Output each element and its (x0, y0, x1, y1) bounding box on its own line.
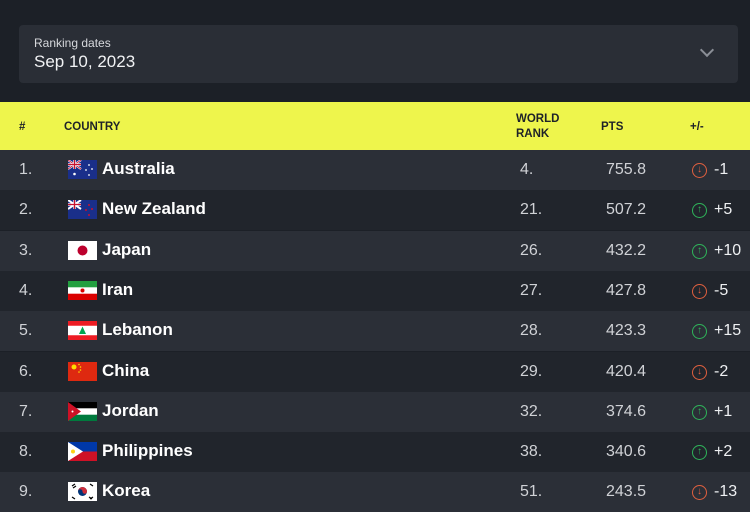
points: 427.8 (606, 281, 647, 299)
rank-change: -5 (714, 281, 729, 299)
header-country: COUNTRY (64, 121, 121, 133)
rank-change: +5 (714, 201, 733, 219)
header-change: +/- (690, 121, 704, 133)
arrow-up-circle-icon: ↑ (692, 243, 707, 259)
points: 374.6 (606, 402, 647, 420)
world-rank: 29. (520, 362, 543, 380)
flag-icon (68, 442, 97, 462)
position: 7. (19, 402, 33, 420)
points: 755.8 (606, 161, 647, 178)
flag-icon (67, 159, 97, 179)
rank-change: +15 (714, 322, 742, 340)
country-name[interactable]: Philippines (102, 441, 193, 461)
position: 2. (19, 201, 33, 219)
flag-icon (68, 280, 97, 300)
arrow-up-circle-icon: ↑ (692, 404, 707, 420)
flag-icon (68, 361, 97, 381)
flag-icon (68, 321, 97, 341)
world-rank: 26. (520, 241, 543, 259)
country-name[interactable]: Korea (102, 481, 151, 501)
table-row[interactable]: 1. Australia 4. 755.8 ↓ -1 (0, 150, 750, 190)
rank-change: +2 (714, 443, 733, 461)
rank-change: +10 (714, 241, 742, 259)
position: 6. (19, 362, 33, 380)
arrow-up-circle-icon: ↑ (692, 203, 707, 219)
points: 507.2 (606, 201, 647, 219)
country-name[interactable]: Iran (102, 279, 134, 299)
country-name[interactable]: Jordan (102, 400, 159, 420)
rank-change: +1 (714, 402, 733, 420)
arrow-down-circle-icon: ↓ (692, 283, 707, 299)
world-rank: 21. (520, 201, 543, 219)
world-rank: 4. (520, 161, 534, 178)
table-row[interactable]: 2. New Zealand 21. 507.2 ↑ +5 (0, 190, 750, 231)
rank-change: -13 (714, 483, 738, 501)
world-rank: 51. (520, 483, 543, 501)
ranking-date-dropdown[interactable]: Ranking dates Sep 10, 2023 (19, 25, 738, 83)
points: 423.3 (606, 322, 647, 340)
position: 3. (19, 241, 33, 259)
table-row[interactable]: 6. China 29. 420.4 ↓ -2 (0, 351, 750, 392)
table-row[interactable]: 9. Korea 51. 243.5 ↓ -13 (0, 472, 750, 512)
header-pts: PTS (601, 121, 624, 133)
table-row[interactable]: 8. Philippines 38. 340.6 ↑ +2 (0, 432, 750, 473)
rank-change: -2 (714, 362, 729, 380)
table-row[interactable]: 7. Jordan 32. 374.6 ↑ +1 (0, 391, 750, 432)
arrow-up-circle-icon: ↑ (692, 445, 707, 461)
dropdown-label: Ranking dates (34, 36, 111, 50)
country-name[interactable]: Japan (102, 239, 152, 259)
country-name[interactable]: New Zealand (102, 199, 206, 219)
position: 1. (19, 161, 33, 178)
position: 4. (19, 281, 33, 299)
world-rank: 38. (520, 443, 543, 461)
table-row[interactable]: 3. Japan 26. 432.2 ↑ +10 (0, 230, 750, 271)
dropdown-value: Sep 10, 2023 (34, 52, 136, 71)
table-row[interactable]: 4. Iran 27. 427.8 ↓ -5 (0, 270, 750, 311)
arrow-down-circle-icon: ↓ (692, 163, 707, 178)
arrow-down-circle-icon: ↓ (692, 485, 707, 501)
header-rank: # (19, 121, 26, 133)
country-name[interactable]: China (102, 360, 150, 380)
country-name[interactable]: Lebanon (102, 320, 173, 340)
position: 9. (19, 483, 33, 501)
table-row[interactable]: 5. Lebanon 28. 423.3 ↑ +15 (0, 311, 750, 352)
points: 432.2 (606, 241, 647, 259)
arrow-up-circle-icon: ↑ (692, 324, 707, 340)
flag-icon (67, 199, 97, 220)
flag-icon (68, 482, 97, 502)
flag-icon (68, 401, 97, 421)
world-rank: 28. (520, 322, 543, 340)
header-world-rank-2: RANK (516, 128, 550, 140)
world-rank: 27. (520, 281, 543, 299)
chevron-down-icon (699, 42, 715, 58)
arrow-down-circle-icon: ↓ (692, 364, 707, 380)
header-world-rank: WORLD (516, 113, 560, 125)
world-rank: 32. (520, 402, 543, 420)
rank-change: -1 (714, 161, 729, 178)
flag-icon (68, 240, 97, 260)
points: 340.6 (606, 443, 647, 461)
country-name[interactable]: Australia (102, 159, 175, 178)
position: 8. (19, 443, 33, 461)
position: 5. (19, 322, 33, 340)
table-header: # COUNTRY WORLD RANK PTS +/- (0, 102, 750, 150)
points: 420.4 (606, 362, 647, 380)
points: 243.5 (606, 483, 647, 501)
